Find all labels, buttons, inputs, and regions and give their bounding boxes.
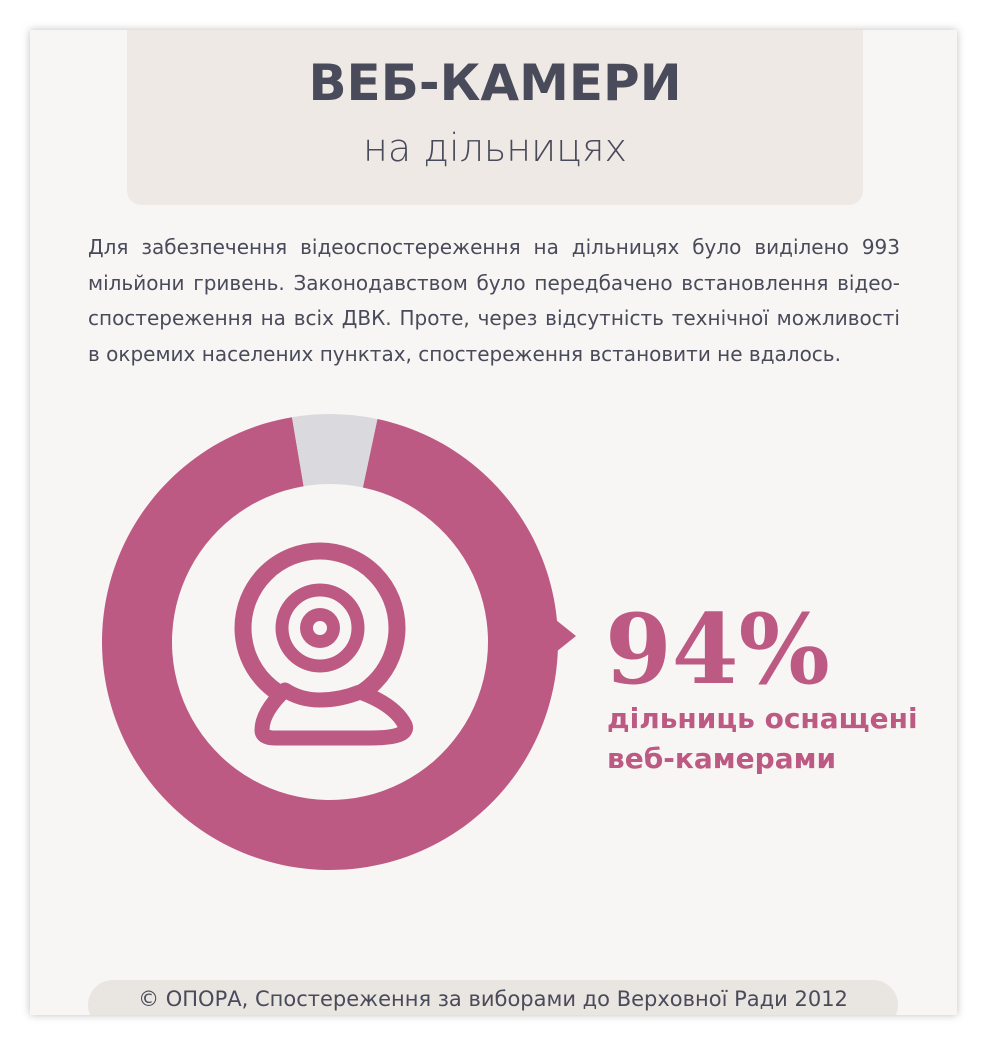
donut-segment (291, 414, 378, 488)
intro-text: Для забезпечення відеоспостереження на д… (88, 235, 900, 366)
caption: дільниць оснащені (607, 702, 918, 735)
donut-segment (101, 417, 558, 870)
header: ВЕБ-КАМЕРИ на дільницях (127, 30, 863, 205)
pointer (556, 620, 576, 652)
subtitle: на дільницях (363, 126, 627, 170)
webcam-icon (234, 542, 413, 746)
footer: © ОПОРА, Спостереження за виборами до Ве… (88, 980, 898, 1015)
title: ВЕБ-КАМЕРИ (308, 54, 682, 112)
caption: веб-камерами (607, 742, 836, 775)
value-label: 94% (605, 593, 830, 706)
